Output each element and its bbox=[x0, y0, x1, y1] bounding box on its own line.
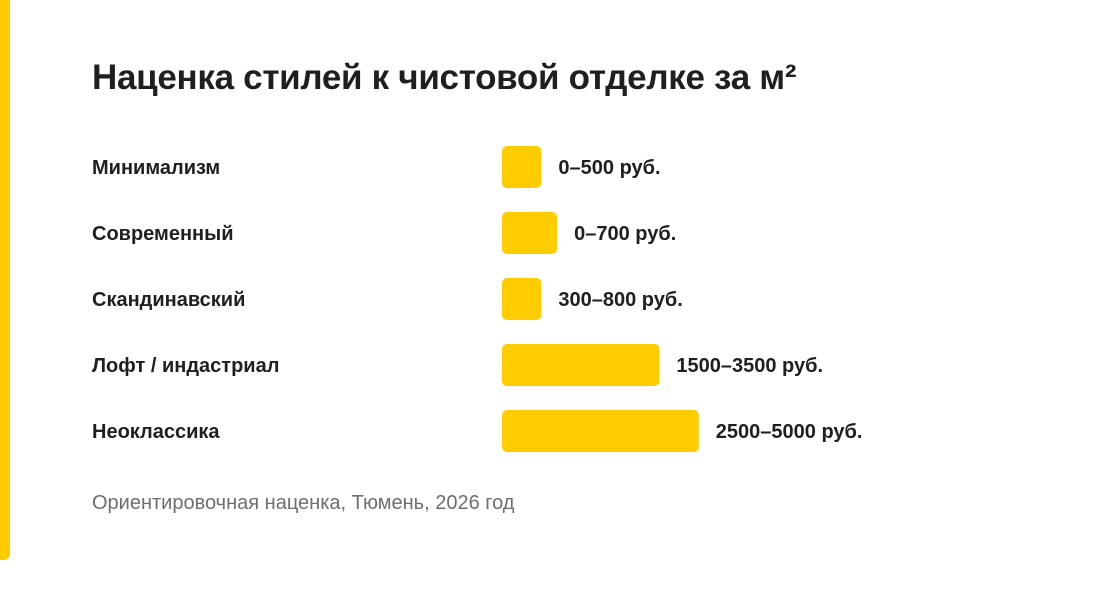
value-label: 0–700 руб. bbox=[574, 223, 676, 245]
accent-stripe bbox=[0, 0, 10, 560]
source-note: Ориентировочная наценка, Тюмень, 2026 го… bbox=[92, 492, 515, 514]
category-labels: Минимализм Современный Скандинавский Лофт /… bbox=[92, 157, 279, 443]
bar bbox=[502, 344, 660, 386]
bar bbox=[502, 410, 699, 452]
bars bbox=[502, 146, 699, 452]
bar bbox=[502, 212, 558, 254]
category-label: Скандинавский bbox=[92, 289, 245, 311]
category-label: Современный bbox=[92, 223, 233, 245]
value-label: 300–800 руб. bbox=[558, 289, 682, 311]
bar bbox=[502, 146, 542, 188]
chart-title: Наценка стилей к чистовой отделке за м² bbox=[92, 58, 797, 97]
value-labels: 0–500 руб. 0–700 руб. 300–800 руб. 1500–350… bbox=[558, 157, 862, 443]
category-label: Лофт / индастриал bbox=[92, 355, 279, 377]
value-label: 2500–5000 руб. bbox=[716, 421, 863, 443]
category-label: Неоклассика bbox=[92, 421, 220, 443]
value-label: 0–500 руб. bbox=[558, 157, 660, 179]
bar bbox=[502, 278, 542, 320]
value-label: 1500–3500 руб. bbox=[676, 355, 823, 377]
category-label: Минимализм bbox=[92, 157, 220, 179]
